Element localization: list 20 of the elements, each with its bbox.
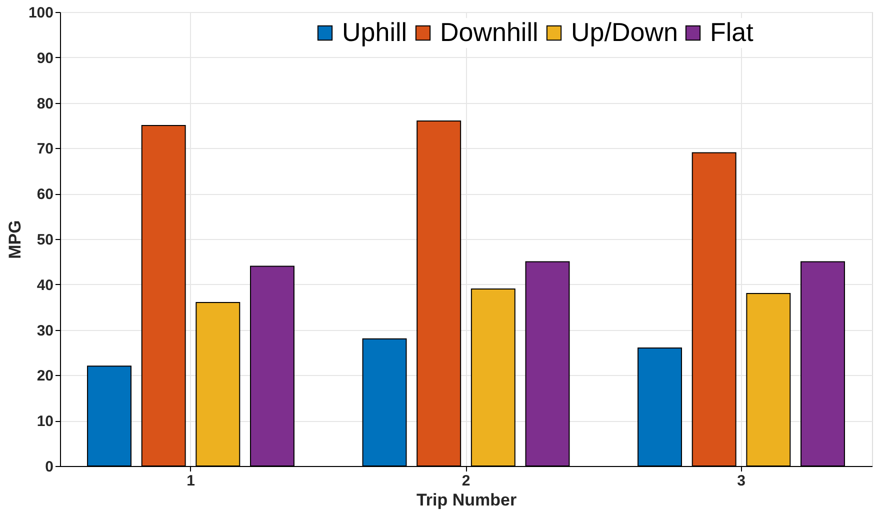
y-tick-label: 80 [36, 95, 54, 112]
y-tick-label: 30 [36, 322, 54, 340]
x-tick-label: 2 [462, 472, 470, 490]
y-tick-label: 60 [36, 186, 54, 204]
y-tick-label: 0 [45, 458, 54, 476]
y-tick-label: 40 [36, 276, 54, 294]
legend-label: Up/Down [571, 17, 678, 47]
y-tick-label: 50 [36, 232, 54, 248]
legend-label: Uphill [342, 17, 408, 47]
y-tick-label: 10 [36, 413, 54, 430]
y-tick-label: 100 [28, 4, 54, 22]
y-axis-title: MPG [5, 220, 24, 259]
x-tick-label: 1 [186, 472, 195, 490]
legend-label: Downhill [440, 17, 538, 47]
y-tick-label: 90 [36, 50, 54, 67]
x-tick-label: 3 [737, 472, 746, 490]
x-axis-title: Trip Number [416, 490, 517, 510]
legend-label: Flat [710, 17, 754, 47]
y-tick-label: 70 [36, 140, 54, 158]
y-tick-label: 20 [36, 368, 54, 385]
